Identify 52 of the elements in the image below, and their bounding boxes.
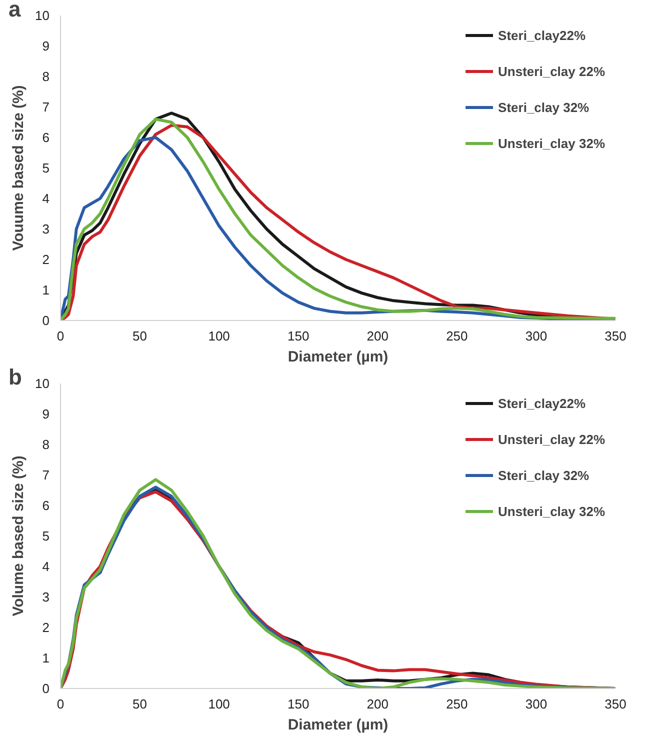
x-tick-label: 0 bbox=[56, 696, 64, 712]
y-tick-label: 1 bbox=[42, 282, 50, 298]
y-tick-label: 4 bbox=[42, 559, 50, 574]
x-tick-label: 250 bbox=[446, 328, 468, 344]
y-tick-label: 0 bbox=[42, 681, 50, 696]
y-tick-label: 8 bbox=[42, 437, 50, 452]
x-tick-label: 200 bbox=[366, 696, 388, 712]
y-tick-label: 10 bbox=[35, 8, 50, 23]
legend-label: Steri_clay 32% bbox=[498, 468, 590, 482]
x-axis-title: Diameter (µm) bbox=[288, 348, 388, 366]
y-tick-label: 2 bbox=[42, 252, 50, 267]
x-tick-label: 350 bbox=[604, 328, 626, 344]
y-tick-label: 5 bbox=[42, 160, 50, 176]
y-tick-label: 0 bbox=[42, 313, 50, 328]
y-tick-label: 9 bbox=[42, 38, 50, 54]
x-tick-label: 100 bbox=[208, 696, 230, 712]
x-tick-label: 250 bbox=[446, 696, 468, 712]
legend-label: Steri_clay 32% bbox=[498, 100, 590, 114]
x-tick-label: 200 bbox=[366, 328, 388, 344]
legend-label: Unsteri_clay 22% bbox=[498, 64, 605, 78]
legend-label: Unsteri_clay 32% bbox=[498, 136, 605, 150]
x-tick-label: 50 bbox=[132, 328, 148, 344]
x-tick-label: 0 bbox=[56, 328, 64, 344]
y-tick-label: 7 bbox=[42, 468, 50, 482]
y-tick-label: 2 bbox=[42, 620, 50, 635]
legend-label: Steri_clay22% bbox=[498, 396, 586, 410]
x-tick-label: 150 bbox=[288, 696, 310, 712]
x-tick-label: 100 bbox=[208, 328, 230, 344]
text: b bbox=[8, 364, 22, 390]
y-axis-title: Volume based size (%) bbox=[10, 456, 28, 616]
y-tick-label: 9 bbox=[42, 406, 50, 422]
y-tick-label: 10 bbox=[35, 376, 50, 391]
x-tick-label: 350 bbox=[604, 696, 626, 712]
y-tick-label: 6 bbox=[42, 498, 50, 513]
x-tick-label: 300 bbox=[525, 696, 548, 712]
legend-label: Unsteri_clay 32% bbox=[498, 504, 605, 518]
legend-label: Steri_clay22% bbox=[498, 28, 586, 42]
y-tick-label: 1 bbox=[42, 650, 50, 666]
y-tick-label: 4 bbox=[42, 191, 50, 206]
x-tick-label: 150 bbox=[288, 328, 310, 344]
y-axis-title: Vouume based size (%) bbox=[10, 85, 28, 251]
x-tick-label: 50 bbox=[132, 696, 148, 712]
y-tick-label: 6 bbox=[42, 130, 50, 145]
legend-label: Unsteri_clay 22% bbox=[498, 432, 605, 446]
x-axis-title: Diameter (µm) bbox=[288, 716, 388, 734]
y-tick-label: 3 bbox=[42, 222, 50, 236]
x-tick-label: 300 bbox=[525, 328, 548, 344]
text: a bbox=[8, 0, 22, 22]
y-tick-label: 7 bbox=[42, 100, 50, 114]
y-tick-label: 8 bbox=[42, 69, 50, 84]
y-tick-label: 5 bbox=[42, 528, 50, 544]
y-tick-label: 3 bbox=[42, 590, 50, 604]
